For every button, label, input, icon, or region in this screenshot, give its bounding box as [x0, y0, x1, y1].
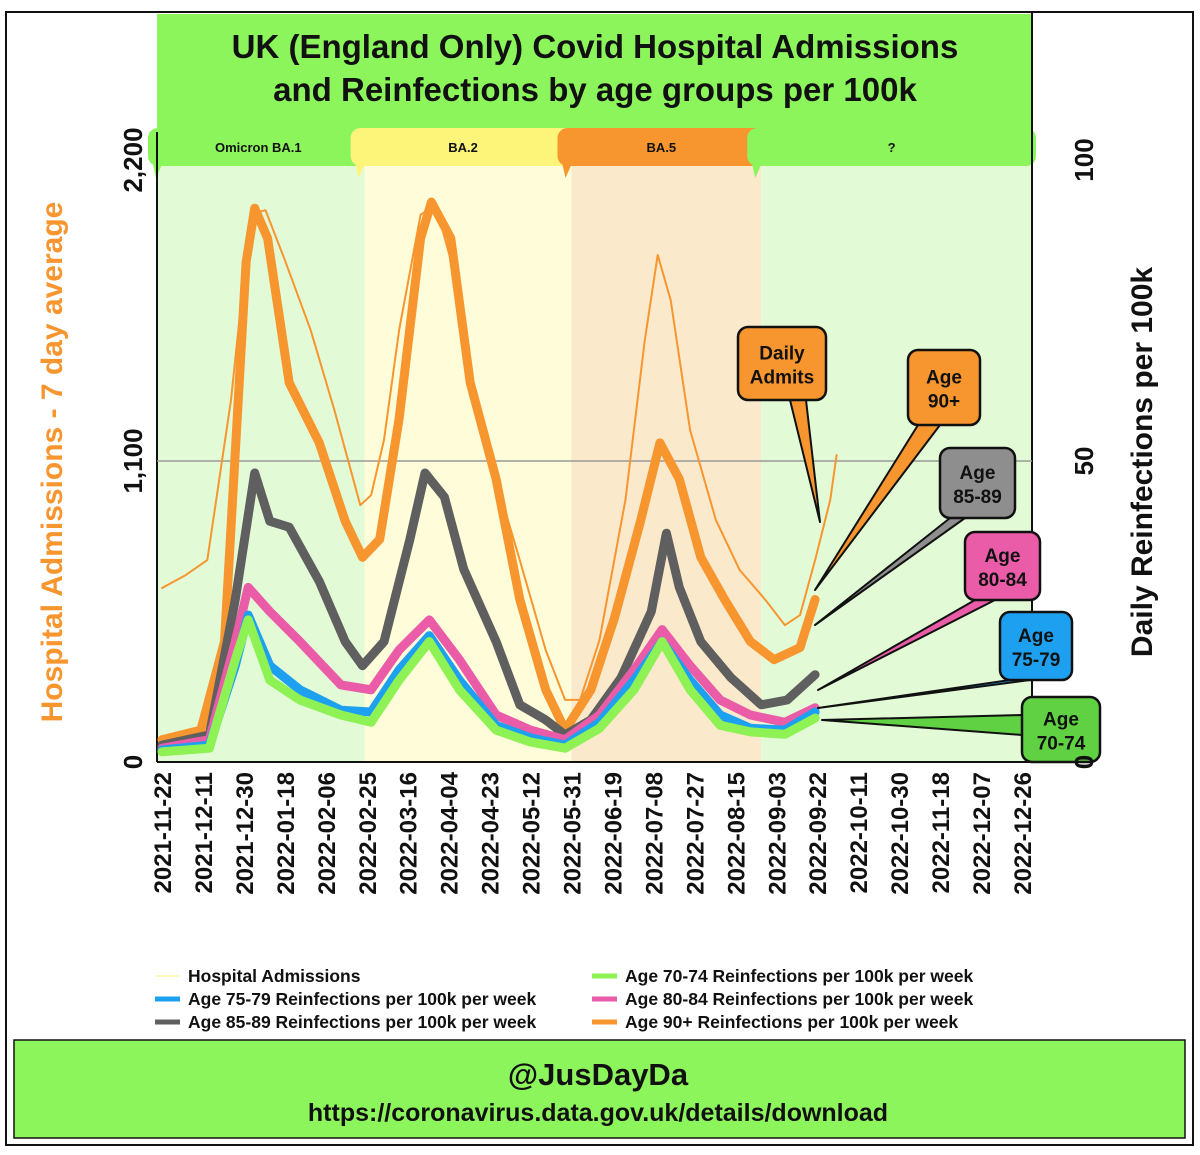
- x-tick-label: 2022-12-07: [969, 772, 996, 895]
- callout-label: 70-74: [1037, 734, 1086, 755]
- callout-label: Age: [1043, 710, 1079, 731]
- x-tick-label: 2022-05-12: [519, 772, 546, 895]
- phase-tab-label: Omicron BA.1: [215, 140, 302, 155]
- x-tick-label: 2022-10-30: [887, 772, 914, 895]
- callouts: Daily Admits Age 90+ Age 85-89 Age 80-84 Age 75-7…: [736, 325, 1102, 764]
- series-line-2: [157, 468, 820, 750]
- callout-box: [906, 348, 982, 427]
- callout-label: Daily: [759, 344, 805, 365]
- y-right-tick-label: 100: [1069, 138, 1099, 181]
- callout-label: Age: [985, 546, 1021, 567]
- phase-tab-pointer: [354, 160, 367, 178]
- y-right-tick-label: 0: [1069, 755, 1099, 769]
- chart-title-line-1: UK (England Only) Covid Hospital Admissi…: [232, 28, 959, 65]
- right-axis-title: Daily Reinfections per 100k: [1126, 267, 1159, 657]
- left-axis-title: Hospital Admissions - 7 day average: [36, 202, 69, 723]
- legend-label: Age 75-79 Reinfections per 100k per week: [188, 989, 536, 1009]
- callout-label: 90+: [928, 392, 960, 413]
- title-banner: [157, 14, 1032, 132]
- phase-tab: [350, 128, 576, 166]
- phase-tab-label: BA.2: [448, 140, 478, 155]
- series-line-1: [157, 197, 820, 745]
- chart-title-line-2: and Reinfections by age groups per 100k: [273, 71, 917, 108]
- callout-box: [938, 446, 1017, 520]
- callout-box: [1020, 695, 1102, 764]
- footer-source-url: https://coronavirus.data.gov.uk/details/…: [308, 1099, 888, 1127]
- phase-tab: [148, 128, 369, 166]
- axes-labels: 0 1,100 2,200 0 50 100 2021-11-22 2021-12-11 202…: [118, 127, 1099, 894]
- x-tick-label: 2022-02-06: [314, 772, 341, 895]
- x-tick-label: 2022-04-04: [437, 771, 464, 894]
- phase-tab-label: ?: [888, 140, 896, 155]
- phase-tab: [747, 128, 1036, 166]
- callout-box: [736, 325, 828, 402]
- phase-tab-label: BA.5: [647, 140, 677, 155]
- x-tick-label: 2022-11-18: [928, 772, 955, 893]
- legend: Hospital Admissions Age 70-74 Reinfection…: [155, 966, 973, 1032]
- x-tick-label: 2022-04-23: [478, 772, 505, 895]
- legend-label: Age 90+ Reinfections per 100k per week: [625, 1012, 958, 1032]
- callout-label: 80-84: [978, 570, 1027, 591]
- phase-tabs: Omicron BA.1 BA.2 BA.5?: [148, 128, 1036, 178]
- x-tick-label: 2022-12-26: [1010, 772, 1037, 895]
- series-lines: [157, 197, 838, 757]
- legend-label: Hospital Admissions: [188, 966, 361, 986]
- legend-label: Age 70-74 Reinfections per 100k per week: [625, 966, 973, 986]
- phase-tab: [557, 128, 766, 166]
- phase-tab-pointer: [561, 160, 574, 178]
- x-tick-label: 2022-02-25: [355, 772, 382, 895]
- callout-box: [963, 530, 1042, 602]
- callout-label: Admits: [750, 368, 814, 389]
- x-tick-label: 2022-09-22: [805, 772, 832, 895]
- x-tick-label: 2022-05-31: [560, 772, 587, 895]
- x-tick-label: 2021-12-11: [191, 772, 218, 893]
- legend-label: Age 85-89 Reinfections per 100k per week: [188, 1012, 536, 1032]
- legend-label: Age 80-84 Reinfections per 100k per week: [625, 989, 973, 1009]
- series-line-3: [157, 582, 820, 753]
- x-tick-label: 2021-11-22: [150, 772, 177, 893]
- callout-box: [998, 610, 1074, 682]
- footer-handle: @JusDayDa: [508, 1057, 689, 1092]
- x-tick-label: 2022-09-03: [764, 772, 791, 895]
- x-tick-label: 2021-12-30: [232, 772, 259, 895]
- y-left-tick-label: 0: [118, 755, 148, 769]
- footer-banner: [13, 1039, 1186, 1139]
- y-left-tick-label: 2,200: [118, 127, 148, 192]
- callout-label: 85-89: [953, 487, 1002, 508]
- x-tick-label: 2022-08-15: [723, 772, 750, 895]
- callout-label: Age: [960, 463, 996, 484]
- x-tick-label: 2022-01-18: [273, 772, 300, 895]
- x-tick-label: 2022-03-16: [396, 772, 423, 895]
- x-tick-label: 2022-07-08: [641, 772, 668, 895]
- callout-label: Age: [926, 368, 962, 389]
- x-tick-label: 2022-10-11: [846, 772, 873, 893]
- x-tick-label: 2022-07-27: [682, 772, 709, 895]
- series-line-5: [157, 615, 820, 757]
- y-right-tick-label: 50: [1069, 447, 1099, 476]
- y-left-tick-label: 1,100: [118, 428, 148, 493]
- phase-tab-pointer: [751, 160, 764, 178]
- x-tick-label: 2022-06-19: [600, 772, 627, 895]
- callout-label: Age: [1018, 626, 1054, 647]
- callout-label: 75-79: [1012, 650, 1061, 671]
